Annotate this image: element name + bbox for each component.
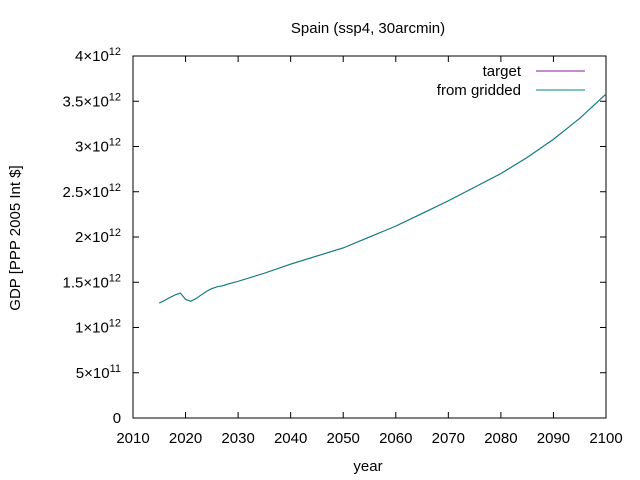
y-tick-label: 0 — [113, 410, 121, 427]
y-tick-mantissa: 1×10 — [75, 320, 109, 337]
x-tick-label: 2090 — [537, 430, 570, 447]
y-tick-label: 5×1011 — [76, 363, 121, 382]
y-tick-mantissa: 5×10 — [76, 365, 110, 382]
y-tick-exponent: 12 — [109, 91, 121, 103]
y-tick-exponent: 12 — [109, 182, 121, 194]
y-tick-mantissa: 2×10 — [75, 229, 109, 246]
y-tick-label: 2.5×1012 — [63, 182, 122, 201]
y-tick-label: 1×1012 — [75, 318, 121, 337]
y-tick-label: 3.5×1012 — [63, 91, 122, 110]
x-axis-ticks: 2010 2020 2030 2040 2050 2060 2070 2080 2090 2100 — [116, 56, 623, 447]
x-tick-label: 2020 — [169, 430, 202, 447]
y-tick-mantissa: 4×10 — [75, 48, 109, 65]
x-tick-label: 2080 — [484, 430, 517, 447]
y-axis-label: GDP [PPP 2005 Int $] — [7, 165, 24, 310]
chart-title: Spain (ssp4, 30arcmin) — [291, 20, 445, 37]
x-axis-label: year — [353, 458, 382, 475]
series-line-from-gridded — [159, 93, 607, 304]
x-tick-label: 2060 — [379, 430, 412, 447]
legend-label: from gridded — [437, 82, 521, 99]
y-tick-label: 2×1012 — [75, 227, 121, 246]
y-tick-exponent: 11 — [110, 363, 121, 375]
x-tick-label: 2030 — [221, 430, 254, 447]
y-tick-label: 3×1012 — [75, 137, 121, 156]
y-tick-exponent: 12 — [109, 318, 121, 330]
y-tick-label: 1.5×1012 — [63, 272, 122, 291]
legend-label: target — [483, 63, 522, 80]
y-axis-ticks: 05×10111×10121.5×10122×10122.5×10123×101… — [63, 46, 606, 427]
x-tick-label: 2100 — [589, 430, 622, 447]
series-layer — [159, 93, 607, 304]
x-tick-label: 2070 — [432, 430, 465, 447]
y-tick-exponent: 12 — [109, 46, 121, 58]
x-tick-label: 2050 — [327, 430, 360, 447]
x-tick-label: 2010 — [116, 430, 149, 447]
x-tick-label: 2040 — [274, 430, 307, 447]
legend: target from gridded — [437, 63, 585, 99]
y-tick-exponent: 12 — [109, 137, 121, 149]
y-tick-mantissa: 1.5×10 — [63, 274, 109, 291]
y-tick-exponent: 12 — [109, 272, 121, 284]
y-tick-mantissa: 2.5×10 — [63, 184, 109, 201]
y-tick-mantissa: 0 — [113, 410, 121, 427]
y-tick-label: 4×1012 — [75, 46, 121, 65]
series-line-target — [159, 93, 607, 304]
y-tick-exponent: 12 — [109, 227, 121, 239]
y-tick-mantissa: 3×10 — [75, 139, 109, 156]
y-tick-mantissa: 3.5×10 — [63, 93, 109, 110]
